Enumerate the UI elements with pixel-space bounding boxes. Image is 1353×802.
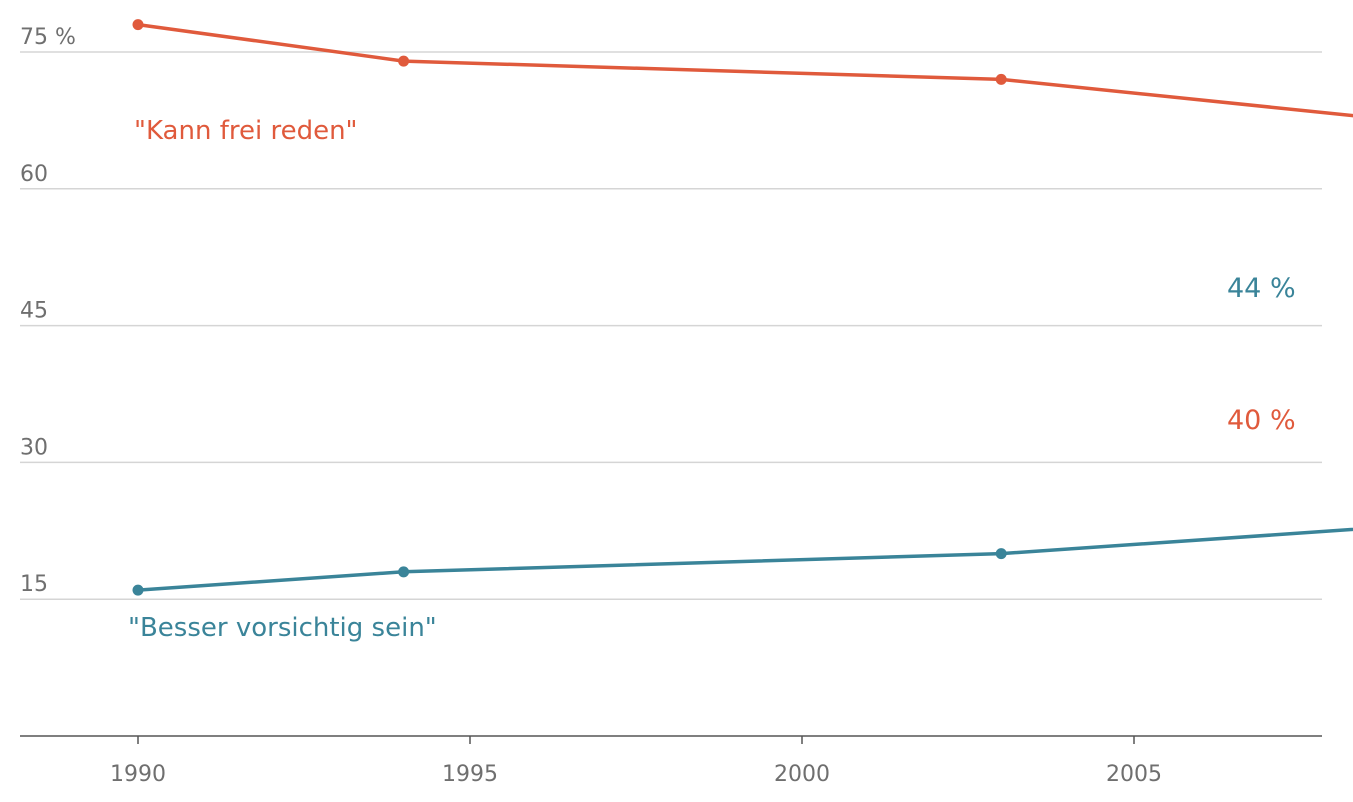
series-label-besser-vorsichtig-sein: "Besser vorsichtig sein" [128,613,437,643]
data-point-0-1990 [132,19,144,31]
y-tick-label-75: 75 % [20,25,76,50]
data-point-0-1994 [398,55,410,67]
series-label-kann-frei-reden: "Kann frei reden" [134,116,358,146]
x-tick-label-2000: 2000 [774,762,830,787]
y-axis: 15 30 45 60 75 % [20,25,76,597]
y-tick-label-60: 60 [20,162,48,187]
series-line-1 [136,527,1353,592]
series-0 [132,19,1353,118]
x-tick-label-1995: 1995 [442,762,498,787]
y-tick-label-15: 15 [20,572,48,597]
x-tick-label-2005: 2005 [1106,762,1162,787]
series-group [132,19,1353,596]
data-point-1-1990 [132,584,144,596]
series-labels: "Kann frei reden" "Besser vorsichtig sei… [128,116,1296,643]
y-tick-label-45: 45 [20,299,48,324]
data-point-1-1994 [398,566,410,578]
gridlines [20,51,1322,600]
data-point-1-2003 [995,548,1007,560]
series-line-0 [136,22,1353,118]
x-tick-label-1990: 1990 [110,762,166,787]
x-axis: 19901995200020052010201520202025 [20,735,1322,787]
end-label-kann-frei-reden: 40 % [1227,405,1296,436]
data-point-0-2003 [995,73,1007,85]
end-label-besser-vorsichtig-sein: 44 % [1227,273,1296,304]
series-1 [132,527,1353,596]
y-tick-label-30: 30 [20,435,48,460]
